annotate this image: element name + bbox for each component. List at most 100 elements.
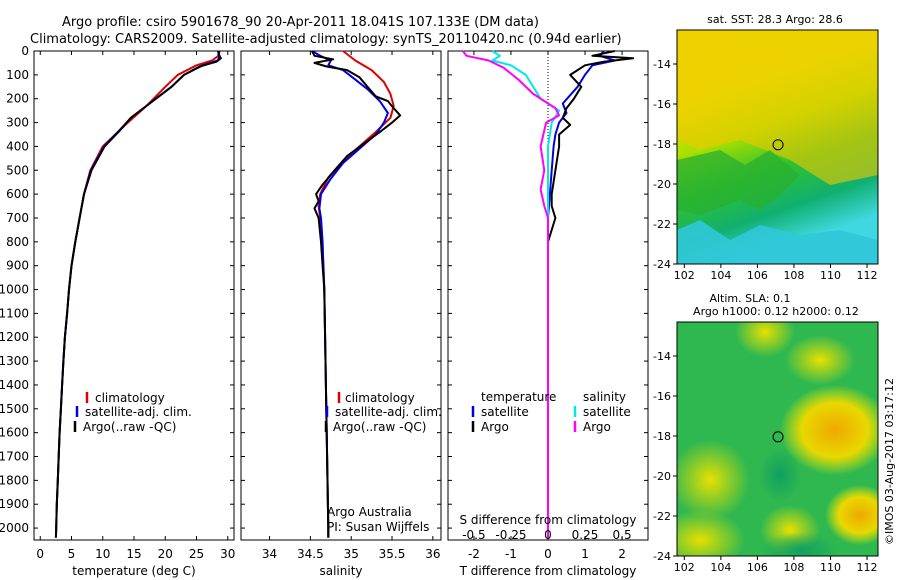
legend-salinity-title: salinity <box>583 390 626 404</box>
salinity-xlabel: salinity <box>319 564 362 578</box>
lon-tick-label: 106 <box>747 269 768 282</box>
lat-tick-label: -18 <box>653 138 671 151</box>
lon-tick-label: 112 <box>857 561 878 574</box>
x-tick-label: 36 <box>425 547 440 561</box>
series-line-s-argo <box>462 50 561 538</box>
lat-tick-label: -14 <box>653 58 671 71</box>
salinity-legend: climatology satellite-adj. clim. Argo(..… <box>324 391 442 434</box>
depth-tick-label: 1300 <box>0 354 29 368</box>
s-tick-label: 0.5 <box>613 528 632 542</box>
header-line1: Argo profile: csiro 5901678_90 20-Apr-20… <box>62 15 539 30</box>
temperature-legend: climatology satellite-adj. clim. Argo(..… <box>73 391 192 434</box>
lat-tick-label: -16 <box>653 390 671 403</box>
x-tick-label: 35 <box>344 547 359 561</box>
depth-tick-label: 500 <box>6 163 29 177</box>
legend-s-satellite: satellite <box>583 405 631 419</box>
lat-tick-label: -20 <box>653 470 671 483</box>
depth-tick-label: 1900 <box>0 497 29 511</box>
x-tick-label: 20 <box>158 547 173 561</box>
legend-t-satellite: satellite <box>481 405 529 419</box>
depth-tick-label: 600 <box>6 187 29 201</box>
x-tick-label: 0 <box>36 547 44 561</box>
depth-tick-label: 200 <box>6 92 29 106</box>
series-line-s-satellite <box>491 50 561 538</box>
depth-tick-label: 0 <box>21 44 29 58</box>
s-difference-ticks: -0.5 -0.25 0 0.25 0.5 <box>462 528 631 542</box>
depth-tick-label: 1600 <box>0 426 29 440</box>
x-tick-label: 30 <box>220 547 235 561</box>
lat-tick-label: -24 <box>653 258 671 271</box>
lon-tick-label: 104 <box>710 561 731 574</box>
sla-axes: 102 104 106 108 110 112 -14 -16 -18 -20 -22 -24 <box>653 350 878 574</box>
series-line-climatology <box>54 50 221 538</box>
series-line-t-satellite <box>547 50 616 538</box>
depth-axis: 0 100 200 300 400 500 600 700 800 900 1000 1100 1200… <box>0 44 234 535</box>
temperature-xlabel: temperature (deg C) <box>72 564 195 578</box>
depth-tick-label: 1700 <box>0 450 29 464</box>
legend-climatology: climatology <box>95 391 165 405</box>
depth-tick-label: 300 <box>6 116 29 130</box>
lon-tick-label: 110 <box>820 269 841 282</box>
sst-warm-pool <box>677 30 878 185</box>
depth-tick-label: 1500 <box>0 402 29 416</box>
lat-tick-label: -22 <box>653 510 671 523</box>
depth-tick-label: 100 <box>6 68 29 82</box>
lon-tick-label: 108 <box>783 561 804 574</box>
s-tick-label: -0.25 <box>495 528 526 542</box>
x-tick-label: 2 <box>618 547 626 561</box>
argo-float-marker <box>772 431 784 443</box>
s-tick-label: -0.5 <box>462 528 485 542</box>
sla-title: Altim. SLA: 0.1 <box>709 292 790 305</box>
difference-lines <box>462 50 635 538</box>
pi-text: PI: Susan Wijffels <box>327 520 429 534</box>
depth-tick-label: 400 <box>6 139 29 153</box>
credit-text: Argo Australia <box>327 505 412 519</box>
legend-climatology: climatology <box>345 391 415 405</box>
legend-satellite: satellite-adj. clim. <box>85 405 192 419</box>
sst-cool-water <box>677 220 878 264</box>
s-tick-label: 0.25 <box>572 528 599 542</box>
temperature-lines <box>54 50 222 538</box>
series-line-argo <box>311 50 402 538</box>
depth-tick-label: 1100 <box>0 306 29 320</box>
x-tick-label: 34.5 <box>297 547 324 561</box>
salinity-lines <box>311 50 402 538</box>
sst-title: sat. SST: 28.3 Argo: 28.6 <box>707 13 843 26</box>
x-tick-label: 10 <box>95 547 110 561</box>
lon-tick-label: 104 <box>710 269 731 282</box>
temperature-panel: 0100200300400500600700800900100011001200… <box>0 44 235 578</box>
series-line-argo <box>54 50 222 538</box>
legend-satellite: satellite-adj. clim. <box>335 405 442 419</box>
depth-tick-label: 700 <box>6 211 29 225</box>
lon-tick-label: 102 <box>674 561 695 574</box>
legend-t-argo: Argo <box>481 420 509 434</box>
lat-tick-label: -24 <box>653 550 671 563</box>
lon-tick-label: 102 <box>674 269 695 282</box>
legend-temperature-title: temperature <box>481 390 556 404</box>
series-line-t-argo <box>547 50 635 538</box>
salinity-depth-ticks <box>241 50 441 529</box>
lat-tick-label: -16 <box>653 98 671 111</box>
temperature-x-axis: 0 5 10 15 20 25 30 <box>36 51 235 561</box>
x-tick-label: 5 <box>68 547 76 561</box>
depth-tick-label: 900 <box>6 259 29 273</box>
depth-tick-label: 2000 <box>0 521 29 535</box>
difference-legend: temperature satellite Argo salinity sate… <box>471 390 631 434</box>
depth-tick-label: 1000 <box>0 283 29 297</box>
x-tick-label: 0 <box>544 547 552 561</box>
x-tick-label: 25 <box>189 547 204 561</box>
lat-tick-label: -14 <box>653 350 671 363</box>
salinity-panel: 34 34.5 35 35.5 36 climatology satellite-adj… <box>240 50 442 578</box>
depth-tick-label: 1200 <box>0 330 29 344</box>
x-tick-label: 34 <box>262 547 277 561</box>
sst-green-tongue <box>677 150 800 215</box>
s-tick-label: 0 <box>544 528 552 542</box>
x-tick-label: -2 <box>468 547 480 561</box>
difference-x-axis: -2 -1 0 1 2 <box>468 51 626 561</box>
x-tick-label: 35.5 <box>379 547 406 561</box>
salinity-x-axis: 34 34.5 35 35.5 36 <box>262 51 440 561</box>
x-tick-label: 15 <box>126 547 141 561</box>
argo-float-marker <box>772 139 784 151</box>
legend-s-argo: Argo <box>583 420 611 434</box>
